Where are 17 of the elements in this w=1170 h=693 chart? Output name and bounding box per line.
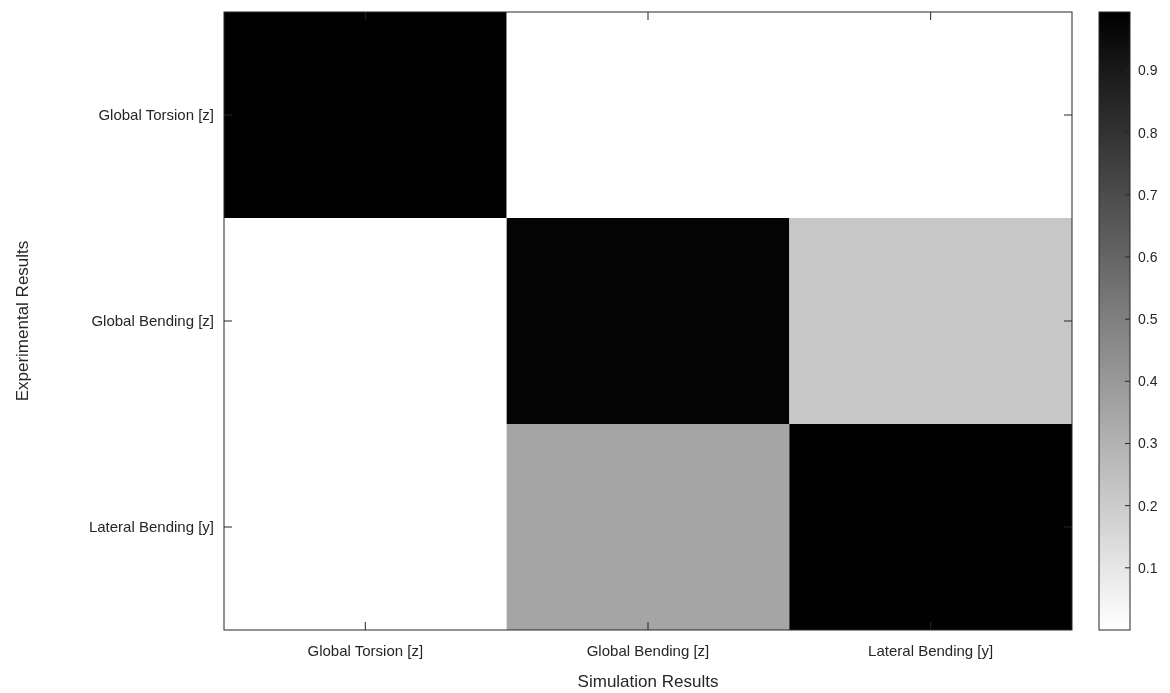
x-tick-label: Global Bending [z] [586, 642, 710, 659]
color-bar-label: 0.2 [1138, 497, 1158, 514]
color-bar-label: 0.9 [1138, 62, 1158, 79]
y-tick-label: Lateral Bending [y] [88, 518, 214, 535]
x-axis-title: Simulation Results [577, 672, 719, 691]
color-bar-label: 0.1 [1138, 559, 1158, 576]
color-bar-label: 0.4 [1138, 373, 1158, 390]
y-tick-label: Global Bending [z] [91, 312, 214, 329]
color-bar-label: 0.8 [1138, 124, 1158, 141]
y-axis-title: Experimental Results [13, 240, 32, 402]
color-bar-label: 0.5 [1138, 311, 1158, 328]
color-bar-label: 0.7 [1138, 186, 1158, 203]
color-bar-label: 0.3 [1138, 435, 1158, 452]
y-tick-label: Global Torsion [z] [98, 106, 214, 123]
color-bar-label: 0.6 [1138, 248, 1158, 265]
x-tick-label: Global Torsion [z] [307, 642, 424, 659]
x-tick-label: Lateral Bending [y] [868, 642, 994, 659]
